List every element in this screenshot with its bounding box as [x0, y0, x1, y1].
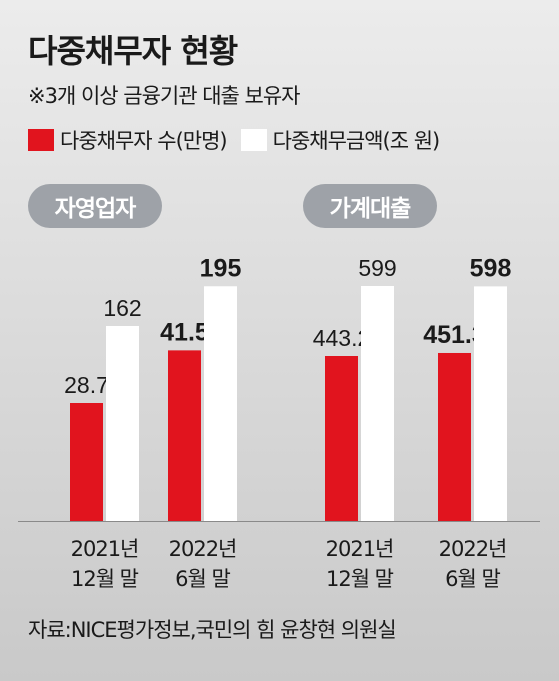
data-label: 41.5: [160, 318, 209, 346]
bar-count-1: [438, 352, 471, 521]
subtitle: ※3개 이상 금융기관 대출 보유자: [28, 84, 300, 108]
category-label: 6월 말: [445, 567, 500, 591]
data-label: 598: [470, 254, 512, 282]
category-label: 2022년: [439, 537, 507, 561]
bar-amount-1: [204, 286, 237, 521]
category-label: 2022년: [169, 537, 237, 561]
legend-label-count: 다중채무자 수(만명): [60, 129, 228, 153]
bar-count-0: [325, 356, 358, 521]
category-label: 2021년: [71, 537, 139, 561]
panel-title-household: 가계대출: [303, 184, 437, 228]
source-note: 자료:NICE평가정보,국민의 힘 윤창현 의원실: [28, 618, 397, 642]
data-label: 195: [200, 254, 242, 282]
category-label: 2021년: [326, 537, 394, 561]
legend-item-amount: 다중채무금액(조 원): [240, 125, 441, 155]
legend-swatch-white: [240, 129, 267, 151]
data-label: 599: [358, 255, 396, 281]
legend-label-amount: 다중채무금액(조 원): [272, 129, 441, 153]
page-title: 다중채무자 현황: [28, 32, 238, 70]
bar-count-1: [168, 350, 201, 521]
category-label: 12월 말: [71, 567, 139, 591]
data-label: 162: [103, 295, 141, 321]
data-label: 28.7: [64, 372, 109, 398]
bar-amount-1: [474, 286, 507, 521]
legend-item-count: 다중채무자 수(만명): [28, 125, 228, 155]
bar-count-0: [70, 403, 103, 521]
data-label: 443.2: [313, 325, 371, 351]
legend: 다중채무자 수(만명) 다중채무금액(조 원): [28, 125, 453, 155]
bar-amount-0: [361, 286, 394, 521]
category-label: 12월 말: [326, 567, 394, 591]
panel-title-self-employed: 자영업자: [28, 184, 162, 228]
bar-amount-0: [106, 326, 139, 521]
legend-swatch-red: [28, 129, 54, 151]
category-label: 6월 말: [175, 567, 230, 591]
